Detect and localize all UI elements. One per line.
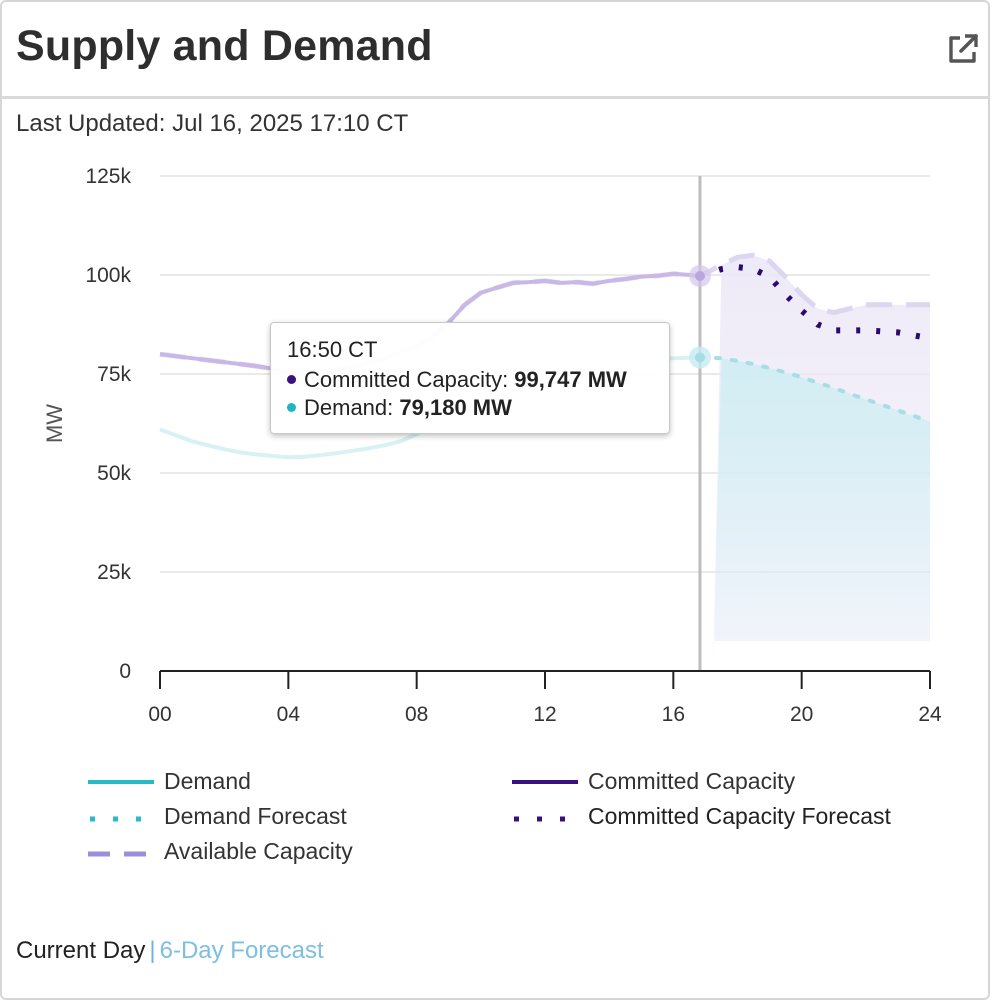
tooltip-time: 16:50 CT xyxy=(287,337,378,362)
tooltip-committed-value: 99,747 MW xyxy=(514,367,627,392)
legend-item-committed-capacity-forecast[interactable]: Committed Capacity Forecast xyxy=(512,799,952,829)
current-day-option[interactable]: Current Day xyxy=(16,937,146,964)
toggle-separator: | xyxy=(149,937,156,964)
card-header: Supply and Demand xyxy=(2,2,990,99)
legend-label: Committed Capacity xyxy=(588,768,796,794)
y-tick-label: 125k xyxy=(85,165,131,188)
dotted-line-icon xyxy=(514,816,578,822)
y-tick-label: 25k xyxy=(97,561,131,584)
legend-label: Available Capacity xyxy=(164,838,353,864)
y-tick-label: 100k xyxy=(85,264,131,287)
tooltip-row-committed: Committed Capacity: 99,747 MW xyxy=(287,366,653,394)
demand-hover-point xyxy=(694,352,705,363)
x-tick-label: 12 xyxy=(533,703,556,726)
last-updated: Last Updated: Jul 16, 2025 17:10 CT xyxy=(16,110,409,137)
tooltip-committed-label: Committed Capacity: xyxy=(304,367,515,392)
x-tick-label: 04 xyxy=(277,703,301,726)
committed-hover-point xyxy=(694,271,705,282)
x-tick-label: 20 xyxy=(790,703,813,726)
legend-item-demand-forecast[interactable]: Demand Forecast xyxy=(88,799,388,829)
x-tick-label: 24 xyxy=(918,703,942,726)
tooltip-demand-value: 79,180 MW xyxy=(399,395,512,420)
chart-tooltip: 16:50 CT Committed Capacity: 99,747 MW D… xyxy=(270,322,670,434)
six-day-forecast-link[interactable]: 6-Day Forecast xyxy=(159,937,324,964)
y-tick-label: 0 xyxy=(119,660,131,683)
demand-forecast-area xyxy=(713,358,930,641)
solid-line-icon xyxy=(512,780,578,784)
tooltip-row-demand: Demand: 79,180 MW xyxy=(287,394,653,422)
legend-label: Demand xyxy=(164,768,251,794)
supply-demand-chart[interactable]: 0 25k 50k 75k 100k 125k MW 00 04 08 12 16 20 24 xyxy=(0,150,1000,740)
x-tick-label: 16 xyxy=(662,703,685,726)
solid-line-icon xyxy=(88,780,154,784)
y-axis-title: MW xyxy=(42,404,67,443)
legend-label: Demand Forecast xyxy=(164,803,347,829)
card-title: Supply and Demand xyxy=(16,22,433,70)
committed-dot-icon xyxy=(287,374,296,384)
legend-item-available-capacity[interactable]: Available Capacity xyxy=(88,834,388,864)
day-toggle: Current Day | 6-Day Forecast xyxy=(16,937,324,965)
y-tick-label: 75k xyxy=(97,363,131,386)
legend-item-committed-capacity[interactable]: Committed Capacity xyxy=(512,764,932,794)
legend-label: Committed Capacity Forecast xyxy=(588,803,891,829)
tooltip-demand-label: Demand: xyxy=(304,395,400,420)
x-tick-label: 00 xyxy=(148,703,171,726)
dotted-line-icon xyxy=(90,816,154,822)
dashed-line-icon xyxy=(88,851,154,857)
legend-item-demand[interactable]: Demand xyxy=(88,764,388,794)
x-tick-label: 08 xyxy=(405,703,428,726)
demand-dot-icon xyxy=(287,402,296,412)
y-tick-label: 50k xyxy=(97,462,131,485)
external-link-icon[interactable] xyxy=(946,32,980,66)
chart-legend: Demand Committed Capacity Demand Forecas… xyxy=(0,760,1000,870)
